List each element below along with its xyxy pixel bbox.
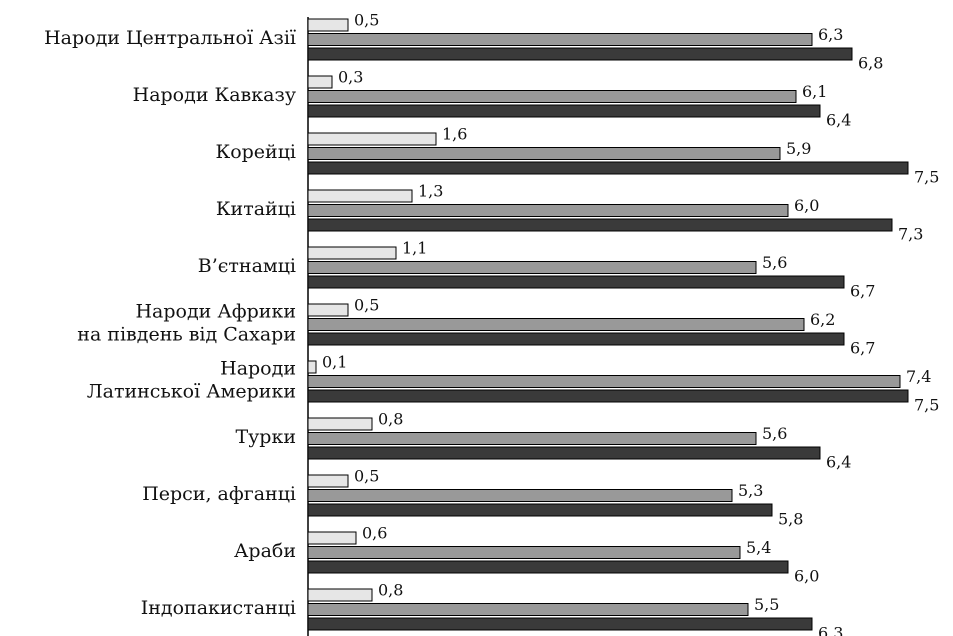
bar xyxy=(307,560,789,574)
bar xyxy=(307,360,317,374)
bar xyxy=(307,474,349,488)
bar xyxy=(307,33,813,46)
bar xyxy=(307,432,757,445)
bar xyxy=(307,446,821,460)
bar xyxy=(307,417,373,431)
bar xyxy=(307,90,797,103)
value-label: 7,3 xyxy=(898,225,923,244)
category-label: Народи Кавказу xyxy=(133,84,296,106)
bar xyxy=(307,603,749,616)
value-label: 6,4 xyxy=(826,453,851,472)
value-label: 5,9 xyxy=(786,139,811,158)
category-label: Перси, афганці xyxy=(142,483,296,505)
value-label: 7,4 xyxy=(906,367,931,386)
value-label: 6,8 xyxy=(858,54,883,73)
bar xyxy=(307,161,909,175)
value-label: 0,6 xyxy=(362,524,387,543)
value-label: 0,5 xyxy=(354,11,379,30)
category-label: Китайці xyxy=(216,198,296,220)
value-label: 6,7 xyxy=(850,282,875,301)
bar xyxy=(307,375,901,388)
value-label: 1,6 xyxy=(442,125,467,144)
value-label: 0,5 xyxy=(354,296,379,315)
bar xyxy=(307,75,333,89)
value-label: 5,6 xyxy=(762,424,787,443)
value-label: 6,2 xyxy=(810,310,835,329)
value-label: 0,1 xyxy=(322,353,347,372)
value-label: 7,5 xyxy=(914,396,939,415)
value-label: 6,0 xyxy=(794,196,819,215)
value-label: 6,4 xyxy=(826,111,851,130)
value-label: 6,3 xyxy=(818,25,843,44)
bar xyxy=(307,389,909,403)
bar xyxy=(307,204,789,217)
category-label: Турки xyxy=(235,426,296,448)
category-label: Народи Латинської Америки xyxy=(87,358,296,403)
value-label: 6,0 xyxy=(794,567,819,586)
category-label: В’єтнамці xyxy=(198,255,296,277)
value-label: 1,1 xyxy=(402,239,427,258)
bar xyxy=(307,318,805,331)
value-label: 0,8 xyxy=(378,410,403,429)
value-label: 0,5 xyxy=(354,467,379,486)
value-label: 0,8 xyxy=(378,581,403,600)
bar xyxy=(307,503,773,517)
bar xyxy=(307,332,845,346)
bar xyxy=(307,132,437,146)
category-label: Корейці xyxy=(215,141,296,163)
value-label: 6,7 xyxy=(850,339,875,358)
value-label: 0,3 xyxy=(338,68,363,87)
bar xyxy=(307,104,821,118)
bar xyxy=(307,531,357,545)
bar xyxy=(307,261,757,274)
bar xyxy=(307,18,349,32)
bar xyxy=(307,218,893,232)
bar xyxy=(307,489,733,502)
bar xyxy=(307,617,813,631)
value-label: 5,6 xyxy=(762,253,787,272)
bar xyxy=(307,588,373,602)
category-label: Араби xyxy=(234,540,296,562)
value-label: 5,5 xyxy=(754,595,779,614)
category-label: Індопакистанці xyxy=(141,597,296,619)
value-label: 7,5 xyxy=(914,168,939,187)
bar xyxy=(307,246,397,260)
bar xyxy=(307,47,853,61)
bar xyxy=(307,147,781,160)
bar xyxy=(307,303,349,317)
value-label: 1,3 xyxy=(418,182,443,201)
value-label: 5,3 xyxy=(738,481,763,500)
value-label: 6,3 xyxy=(818,624,843,636)
value-label: 6,1 xyxy=(802,82,827,101)
category-label: Народи Африки на південь від Сахари xyxy=(77,301,296,346)
bar xyxy=(307,189,413,203)
bar xyxy=(307,546,741,559)
bar xyxy=(307,275,845,289)
value-label: 5,8 xyxy=(778,510,803,529)
category-label: Народи Центральної Азії xyxy=(44,27,296,49)
value-label: 5,4 xyxy=(746,538,771,557)
